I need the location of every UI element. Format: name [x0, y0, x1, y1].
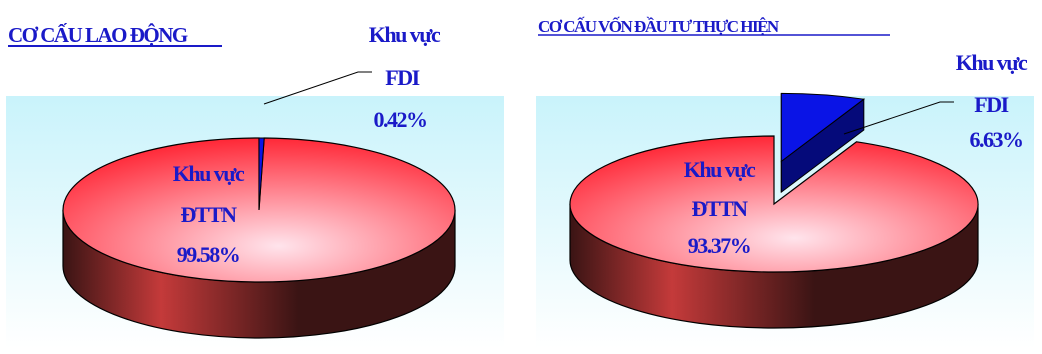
- fdi-label-line2: FDI: [385, 65, 419, 90]
- pie-slice-dttn: [569, 135, 979, 273]
- dttn-label-line1: Khu vực: [684, 157, 756, 182]
- dttn-label-line1: Khu vực: [173, 161, 245, 186]
- fdi-label-line1: Khu vực: [369, 22, 441, 47]
- pie-slice-fdi: [258, 137, 265, 211]
- dttn-label-line2: ĐTTN: [180, 202, 237, 227]
- dttn-value: 99.58%: [177, 242, 240, 267]
- fdi-label-line1: Khu vực: [956, 50, 1028, 75]
- pie-3d: [62, 137, 456, 339]
- chart-labor-structure: CƠ CẤU LAO ĐỘNG Khu vực FDI 0.42% Khu vự…: [6, 22, 504, 348]
- fdi-label-line2: FDI: [974, 92, 1008, 117]
- leader-line: [843, 101, 954, 135]
- fdi-value: 6.63%: [970, 127, 1023, 152]
- chart-title: CƠ CẤU VỐN ĐẦU TƯ THỰC HIỆN: [538, 16, 780, 36]
- fdi-slice-top: [780, 92, 866, 163]
- fdi-slice-top: [258, 137, 265, 211]
- dttn-value: 93.37%: [688, 233, 751, 258]
- chart-investment-structure: CƠ CẤU VỐN ĐẦU TƯ THỰC HIỆN Khu vực FDI …: [536, 16, 1034, 348]
- dttn-label-line2: ĐTTN: [691, 196, 748, 221]
- leader-line: [263, 71, 372, 105]
- chart-title: CƠ CẤU LAO ĐỘNG: [8, 23, 188, 47]
- pie-slice-fdi: [780, 92, 866, 194]
- fdi-value: 0.42%: [374, 107, 427, 132]
- pie-3d: [569, 92, 979, 329]
